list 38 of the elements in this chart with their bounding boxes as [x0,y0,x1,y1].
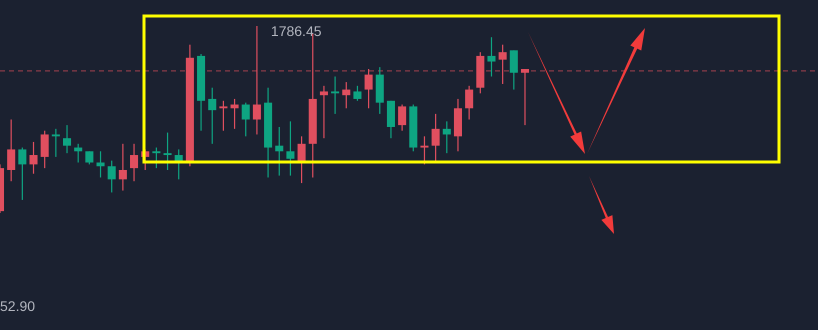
candlestick [342,82,350,109]
candlestick [420,136,428,165]
candlestick [364,68,373,109]
annotation: 1786.45 [270,23,322,39]
candlestick [465,85,474,120]
candlestick [40,130,49,169]
candlestick [242,102,250,137]
candlestick [432,113,440,162]
candlestick [18,146,26,201]
candlestick [52,128,60,158]
candlestick [74,143,82,164]
candlestick [7,118,16,182]
candlestick [286,120,294,176]
candlestick [85,150,94,165]
candlestick [29,141,38,174]
candlestick [275,126,284,176]
candlestick [96,150,105,178]
candlestick [174,148,183,180]
candlestick [353,85,362,102]
candlestick [252,25,261,136]
candlestick [130,143,138,182]
candlestick [208,87,216,144]
candlestick [398,104,406,132]
candlestick [298,136,306,184]
candlestick [331,76,340,114]
candlestick [487,36,496,78]
candlestick [164,132,172,171]
candlestick [108,160,116,194]
text: 52.90 [0,298,36,314]
candlestick [442,120,451,154]
candlestick [219,100,228,132]
candlestick [498,44,507,85]
candlestick [320,85,328,139]
candlestick [63,124,72,154]
candlestick [520,68,530,126]
candlestick [230,98,239,130]
candlestick [118,143,127,192]
candlestick [510,50,518,90]
